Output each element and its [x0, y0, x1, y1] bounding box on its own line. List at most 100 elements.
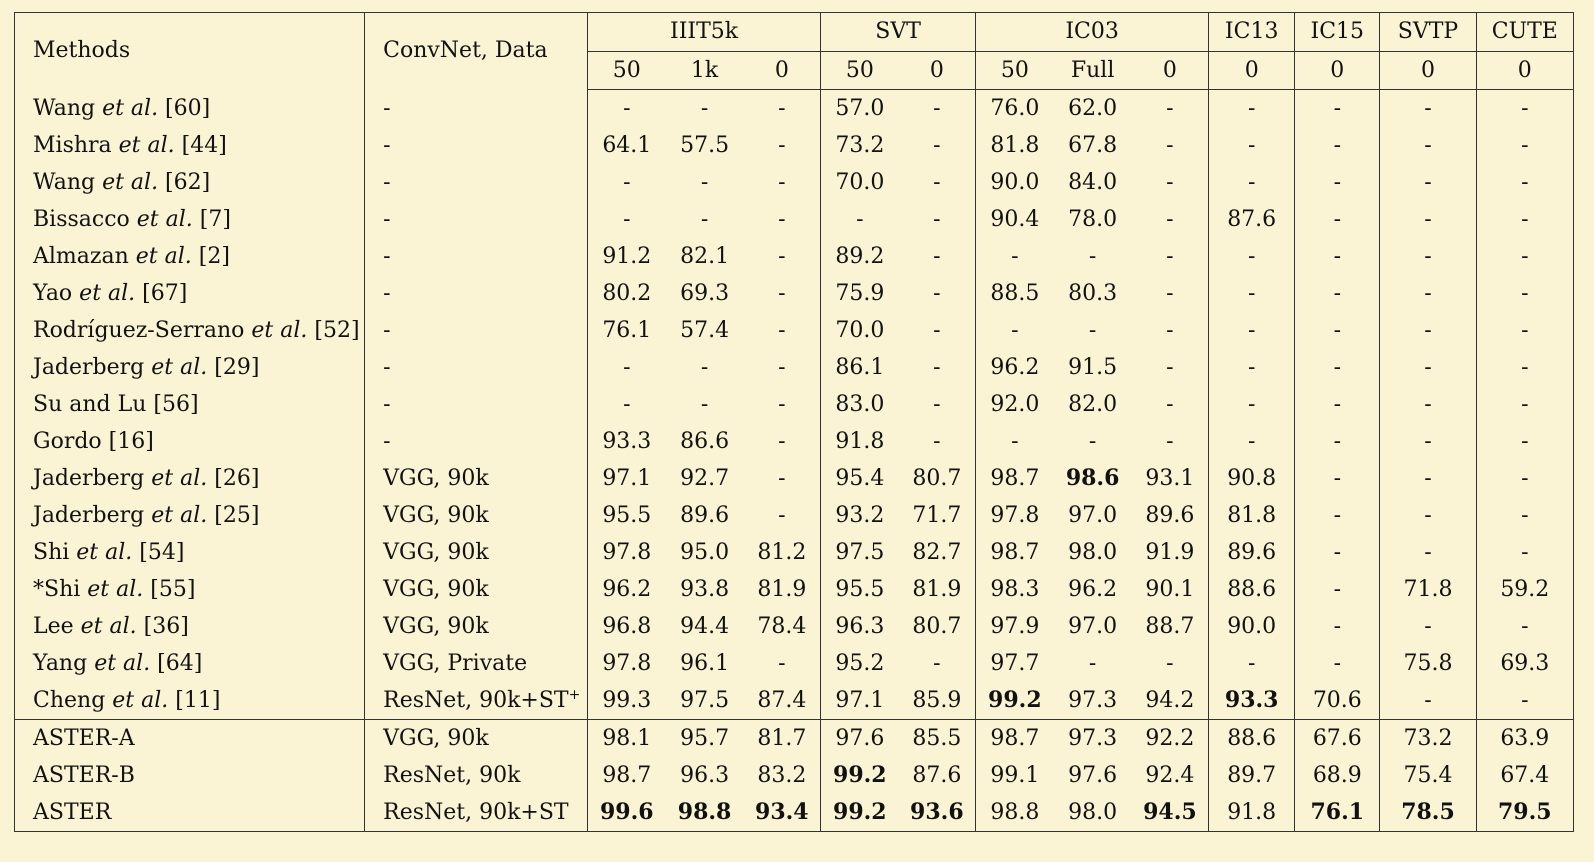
convnet-data: - [364, 238, 588, 275]
convnet-data: VGG, 90k [364, 460, 588, 497]
result-cell: 96.2 [587, 571, 666, 608]
result-cell: 95.4 [820, 460, 899, 497]
result-cell: - [1379, 497, 1477, 534]
result-cell: - [1475, 312, 1574, 349]
result-cell: 88.6 [1208, 719, 1295, 757]
result-cell: 88.6 [1208, 571, 1295, 608]
best-value: 98.6 [1065, 465, 1120, 491]
result-cell: - [778, 503, 786, 528]
result-cell: 90.0 [975, 164, 1054, 201]
method-name: Almazan et al. [2] [33, 244, 230, 269]
result-cell: 78.5 [1379, 794, 1477, 832]
convnet-data: - [364, 201, 588, 238]
result-cell: 62.0 [1068, 96, 1118, 121]
result-cell: 88.5 [975, 275, 1054, 312]
result-cell: 57.4 [680, 318, 730, 343]
result-cell: 90.1 [1145, 577, 1195, 602]
results-table: Methods ConvNet, Data IIIT5k SVT IC03 IC13 IC1… [14, 12, 1574, 832]
result-cell: - [1379, 534, 1477, 571]
result-cell: - [700, 355, 709, 380]
result-cell: 78.4 [757, 614, 807, 639]
result-cell: - [1166, 244, 1174, 269]
result-cell: - [975, 238, 1054, 275]
result-cell: 95.7 [665, 719, 744, 757]
result-cell: 99.3 [587, 682, 666, 720]
et-al-italic: et al. [79, 281, 136, 306]
result-cell: - [1475, 238, 1574, 275]
result-cell: - [1379, 164, 1477, 201]
result-cell: - [587, 349, 666, 386]
result-cell: - [1088, 244, 1097, 269]
method-name: Gordo [16] [33, 429, 154, 454]
result-cell: - [1294, 571, 1380, 608]
best-value: 94.5 [1143, 799, 1197, 825]
result-cell: 97.0 [1068, 503, 1118, 528]
best-value: 99.2 [833, 799, 887, 825]
result-cell: - [778, 170, 786, 195]
result-cell: - [700, 207, 709, 232]
result-cell: - [1208, 164, 1295, 201]
result-cell: - [1379, 89, 1477, 127]
method-name: Mishra et al. [44] [33, 133, 227, 158]
convnet-data: - [364, 349, 588, 386]
result-cell: 89.6 [1208, 534, 1295, 571]
result-cell: 81.8 [975, 127, 1054, 164]
result-cell: - [1208, 238, 1295, 275]
header-row-groups: Methods ConvNet, Data IIIT5k SVT IC03 IC13 IC1… [15, 12, 1574, 90]
result-cell: 92.0 [975, 386, 1054, 423]
et-al-italic: et al. [102, 95, 159, 121]
result-cell: 93.1 [1145, 466, 1195, 491]
result-cell: - [1294, 238, 1380, 275]
result-cell: - [778, 96, 786, 121]
method-row: Rodríguez-Serrano et al. [52] -76.1 57.4-7… [15, 312, 1574, 349]
et-al-italic: et al. [87, 577, 144, 602]
result-cell: - [933, 318, 941, 343]
method-name: Cheng et al. [11] [33, 688, 221, 713]
result-cell: 97.3 [1053, 719, 1132, 757]
result-cell: 99.2 [820, 757, 899, 794]
method-name: Jaderberg et al. [26] [33, 466, 260, 491]
method-row: Wang et al. [62] - - - -70.0-90.0 84.0- - - - - [15, 164, 1574, 201]
result-cell: 97.9 [975, 608, 1054, 645]
method-name: Su and Lu [56] [33, 392, 199, 417]
convnet-data: - [364, 275, 588, 312]
result-cell: 99.2 [975, 682, 1054, 720]
aster-row: ASTER-A VGG, 90k 98.1 95.7 81.7 97.6 85.5 98.7 9… [14, 719, 1574, 757]
method-row: Yang et al. [64] VGG, Private 97.8 96.1 - 95.… [15, 645, 1574, 682]
et-al-italic: et al. [112, 688, 169, 713]
result-cell: - [933, 651, 941, 676]
header-lexicon-svtp-0: 0 [1379, 51, 1477, 90]
result-cell: 98.7 [975, 460, 1054, 497]
result-cell: 97.8 [587, 534, 666, 571]
result-cell: - [1208, 312, 1295, 349]
result-cell: 98.8 [975, 794, 1054, 832]
header-group-ic13: IC13 [1208, 12, 1295, 52]
result-cell: 92.4 [1145, 763, 1195, 788]
result-cell: - [1379, 312, 1477, 349]
et-al-italic: et al. [151, 355, 208, 380]
aster-row: ASTER-B ResNet, 90k 98.7 96.3 83.2 99.2 87.6 99… [15, 757, 1574, 794]
method-name: Rodríguez-Serrano et al. [52] [33, 318, 360, 343]
result-cell: 98.7 [975, 719, 1054, 757]
best-value: 79.5 [1498, 799, 1552, 825]
result-cell: 98.7 [587, 757, 666, 794]
et-al-italic: et al. [102, 170, 159, 195]
et-al-italic: et al. [94, 651, 151, 676]
convnet-data: - [364, 423, 588, 460]
result-cell: - [778, 429, 786, 454]
et-al-italic: et al. [80, 614, 137, 639]
result-cell: - [1475, 534, 1574, 571]
result-cell: - [933, 207, 941, 232]
result-cell: 59.2 [1475, 571, 1574, 608]
header-lexicon-cute-0: 0 [1475, 51, 1574, 90]
result-cell: - [1294, 460, 1380, 497]
result-cell: 76.0 [975, 89, 1054, 127]
result-cell: 89.6 [680, 503, 730, 528]
result-cell: - [1088, 429, 1097, 454]
result-cell: - [1475, 386, 1574, 423]
header-lexicon-iiit5k-0: 0 [743, 51, 821, 90]
result-cell: 75.8 [1379, 645, 1477, 682]
convnet-data: VGG, Private [364, 645, 588, 682]
best-value: 76.1 [1310, 799, 1365, 825]
result-cell: 97.0 [1068, 614, 1118, 639]
